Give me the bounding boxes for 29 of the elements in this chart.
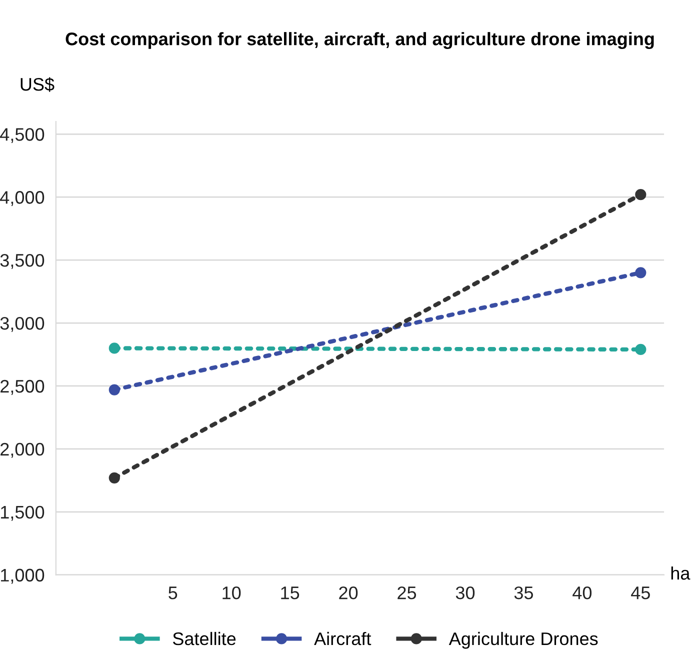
point — [108, 384, 120, 396]
x-tick-label: 25 — [398, 586, 416, 600]
y-tick-label: 1,000 — [1, 568, 44, 584]
y-axis-title: US$ — [20, 77, 54, 92]
point — [635, 344, 646, 356]
legend-label: Agriculture Drones — [448, 632, 598, 649]
x-tick-label: 5 — [168, 586, 178, 600]
point — [635, 267, 646, 278]
y-tick-label: 3,000 — [0, 316, 44, 332]
x-axis-title: ha — [671, 566, 690, 580]
y-tick-label: 4,000 — [0, 191, 44, 206]
x-tick-label: 20 — [339, 586, 358, 600]
point — [108, 472, 120, 484]
y-tick-label: 3,500 — [0, 254, 44, 269]
y-tick-label: 2,500 — [0, 380, 44, 395]
point — [635, 189, 646, 200]
chart-title: Cost comparison for satellite, aircraft, and agriculture drone imaging — [66, 32, 654, 49]
x-tick-label: 45 — [631, 586, 650, 600]
x-tick-label: 30 — [456, 586, 475, 600]
y-tick-label: 1,500 — [1, 506, 44, 521]
y-tick-label: 4,500 — [0, 128, 44, 143]
legend-label: Satellite — [172, 632, 236, 646]
x-tick-label: 15 — [281, 586, 300, 600]
x-tick-label: 40 — [572, 586, 592, 600]
y-tick-label: 2,000 — [0, 442, 44, 458]
x-tick-label: 35 — [514, 586, 533, 600]
point — [108, 342, 120, 354]
legend-label: Aircraft — [314, 632, 372, 646]
x-tick-label: 10 — [222, 586, 241, 600]
